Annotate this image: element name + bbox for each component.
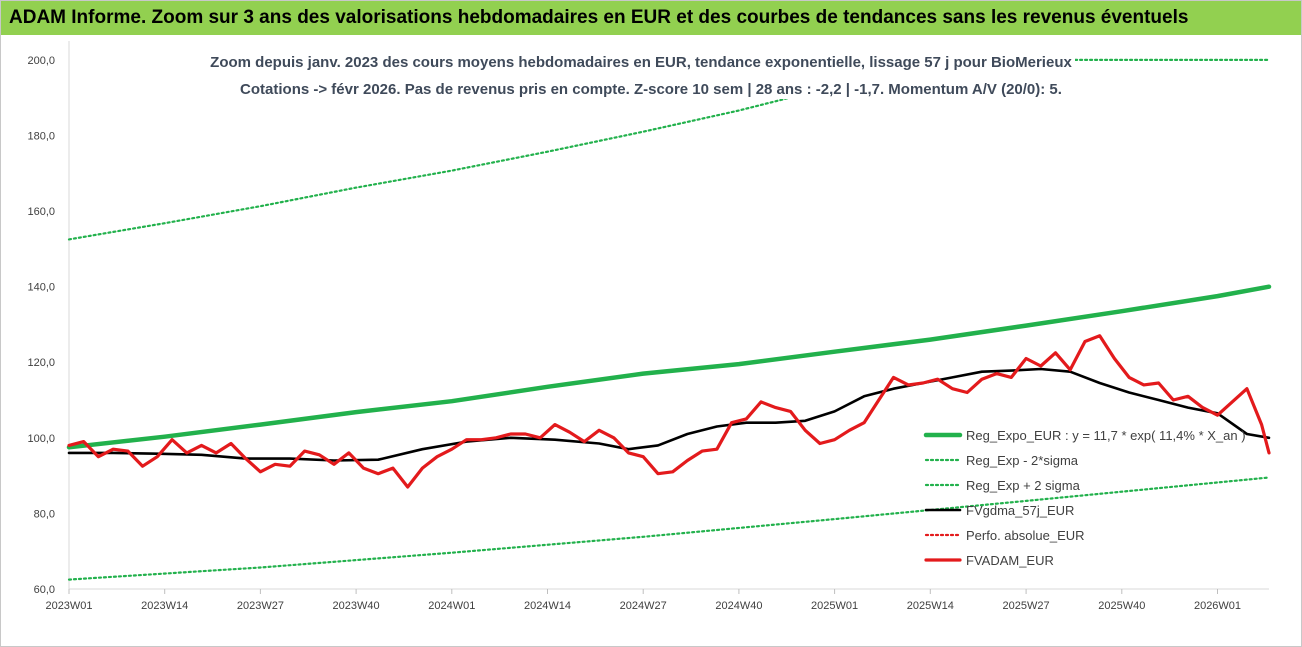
x-tick-label: 2024W27 — [620, 600, 667, 612]
chart-svg: 60,0 80,0 100,0 120,0 140,0 160,0 180,0 200,0 2… — [27, 41, 1272, 612]
y-tick-label: 200,0 — [27, 55, 55, 67]
chart-subtitle-line1: Zoom depuis janv. 2023 des cours moyens … — [210, 54, 1072, 71]
chart-subtitle-line2: Cotations -> févr 2026. Pas de revenus p… — [240, 81, 1062, 98]
x-tick-label: 2025W01 — [811, 600, 858, 612]
y-tick-label: 80,0 — [34, 508, 55, 520]
legend: Reg_Expo_EUR : y = 11,7 * exp( 11,4% * X… — [923, 428, 1246, 568]
x-tick-label: 2023W14 — [141, 600, 188, 612]
series-line-6 — [67, 334, 1271, 489]
legend-label: Reg_Exp - 2*sigma — [966, 453, 1079, 468]
y-tick-label: 140,0 — [27, 282, 55, 294]
x-tick-label: 2024W01 — [428, 600, 475, 612]
y-tick-label: 60,0 — [34, 584, 55, 596]
report-banner: ADAM Informe. Zoom sur 3 ans des valoris… — [1, 1, 1301, 35]
x-tick-label: 2023W01 — [45, 600, 92, 612]
x-axis-ticks: 2023W01 2023W14 2023W27 2023W40 2024W01 2024W… — [45, 589, 1241, 612]
y-tick-label: 180,0 — [27, 131, 55, 143]
x-tick-label: 2026W01 — [1194, 600, 1241, 612]
x-tick-label: 2024W40 — [715, 600, 762, 612]
series-layer — [66, 58, 1272, 581]
x-tick-label: 2023W40 — [333, 600, 380, 612]
x-tick-label: 2025W14 — [907, 600, 954, 612]
subtitle-backdrop — [233, 45, 1075, 99]
series-line-2 — [67, 476, 1271, 581]
legend-label: Reg_Exp + 2 sigma — [966, 478, 1081, 493]
y-tick-label: 100,0 — [27, 433, 55, 445]
x-tick-label: 2024W14 — [524, 600, 571, 612]
series-line-1 — [66, 284, 1272, 450]
x-tick-label: 2025W27 — [1003, 600, 1050, 612]
legend-label: FVADAM_EUR — [966, 553, 1054, 568]
y-tick-label: 160,0 — [27, 206, 55, 218]
report-title: ADAM Informe. Zoom sur 3 ans des valoris… — [9, 7, 1189, 28]
x-tick-label: 2023W27 — [237, 600, 284, 612]
y-tick-label: 120,0 — [27, 357, 55, 369]
legend-label: Perfo. absolue_EUR — [966, 528, 1085, 543]
series-line-4 — [67, 367, 1271, 462]
y-axis-ticks: 60,0 80,0 100,0 120,0 140,0 160,0 180,0 200,0 — [27, 55, 55, 596]
legend-label: FVgdma_57j_EUR — [966, 503, 1074, 518]
x-tick-label: 2025W40 — [1098, 600, 1145, 612]
legend-label: Reg_Expo_EUR : y = 11,7 * exp( 11,4% * X… — [966, 428, 1246, 443]
